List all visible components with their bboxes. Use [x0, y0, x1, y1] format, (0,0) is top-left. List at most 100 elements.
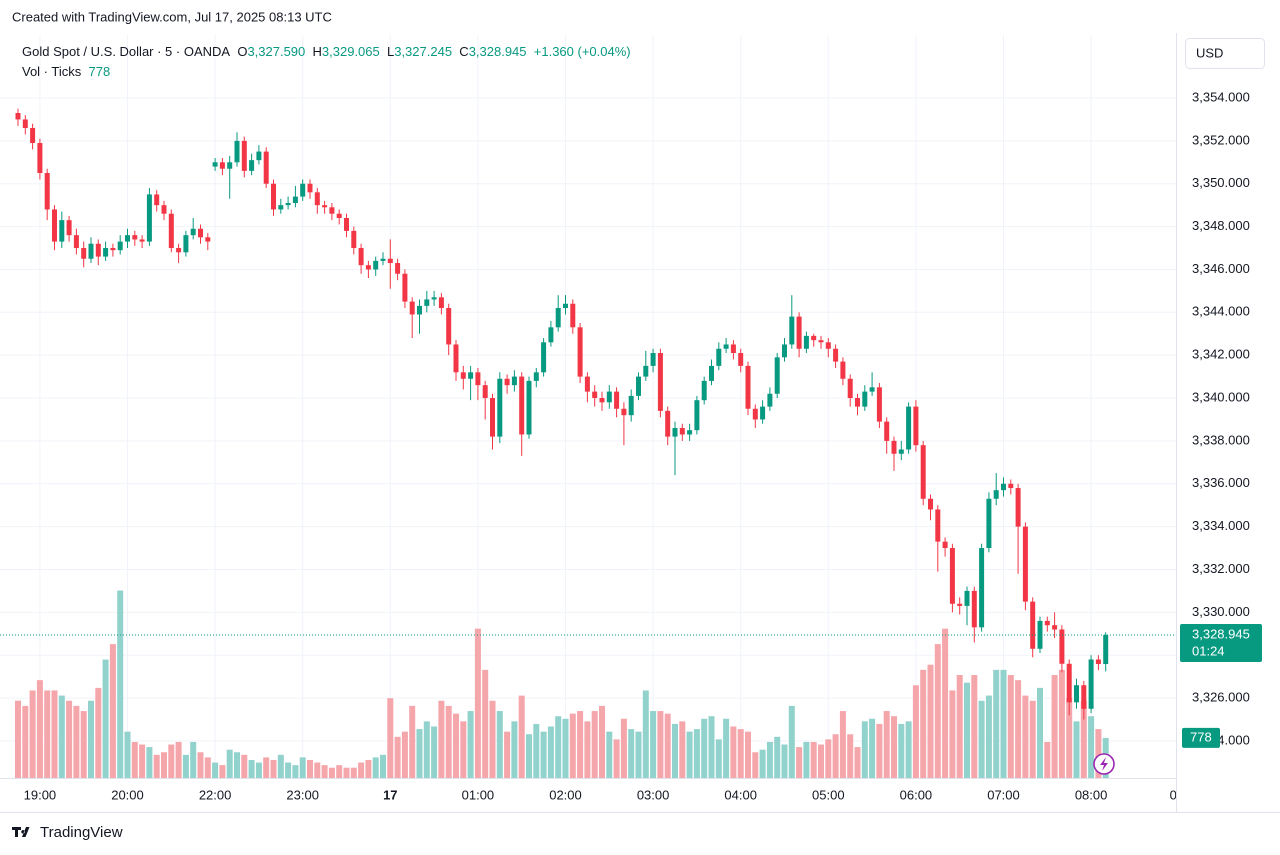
candle-body — [219, 162, 225, 169]
tag-layer: 3,328.945 01:24 778 — [1180, 623, 1262, 748]
volume-bar — [1080, 700, 1087, 778]
volume-bar — [584, 721, 591, 778]
volume-bar — [95, 687, 102, 778]
volume-bar — [423, 721, 430, 778]
candle-body — [1066, 663, 1072, 703]
candle-body — [446, 308, 452, 345]
volume-bar — [642, 690, 649, 778]
candle-body — [745, 365, 751, 409]
candle-body — [380, 258, 386, 261]
volume-bar — [358, 762, 365, 778]
volume-bar — [131, 741, 138, 778]
high-value: 3,329.065 — [321, 44, 380, 59]
x-tick-label: 23:00 — [286, 787, 319, 802]
candle-body — [344, 218, 349, 231]
candle-body — [292, 196, 298, 204]
volume-bar — [934, 644, 941, 778]
candle-body — [300, 183, 306, 197]
volume-bar — [212, 762, 219, 778]
volume-bar — [599, 705, 605, 778]
candle-body — [891, 440, 897, 454]
volume-bar — [540, 731, 547, 778]
candle-body — [1044, 620, 1050, 626]
volume-bar — [628, 729, 635, 778]
candle-body — [52, 209, 57, 242]
candle-body — [584, 376, 590, 392]
candle-body — [1008, 483, 1014, 489]
volume-bar — [394, 736, 401, 778]
candle-body — [716, 348, 722, 366]
volume-bar — [336, 765, 343, 778]
y-tick-label: 3,338.000 — [1192, 432, 1250, 447]
candle-body — [168, 213, 174, 249]
volume-bar — [920, 669, 927, 778]
x-tick-label: 20:00 — [111, 787, 144, 802]
volume-bar — [650, 711, 657, 778]
candle-body — [825, 342, 831, 349]
volume-bar — [810, 741, 817, 778]
volume-bar — [927, 664, 934, 778]
volume-bar — [58, 695, 65, 778]
time-axis: 19:00 20:00 22:00 23:00 17 01:00 02:00 03:00 04:… — [24, 787, 1188, 802]
volume-bar — [343, 767, 350, 778]
candle-body — [1088, 659, 1094, 709]
volume-bar — [80, 711, 87, 778]
volume-bar — [66, 700, 73, 778]
candle-body — [504, 378, 510, 386]
candle-body — [336, 213, 342, 219]
volume-bar — [1044, 741, 1051, 778]
candle-body — [1095, 659, 1101, 664]
volume-bar — [474, 628, 481, 778]
volume-bar — [1022, 695, 1029, 778]
candle-body — [563, 303, 568, 309]
volume-bar — [380, 754, 386, 778]
candle-body — [409, 301, 415, 315]
volume-bar — [1015, 680, 1022, 778]
candle-body — [672, 428, 678, 437]
volume-bar — [226, 749, 233, 778]
volume-bar — [241, 754, 248, 778]
candle-body — [993, 490, 999, 499]
candle-body — [278, 205, 284, 210]
currency-box[interactable] — [1185, 38, 1265, 69]
volume-bar — [270, 759, 277, 778]
volume-bar — [832, 734, 839, 778]
legend: Gold Spot / U.S. Dollar · 5 · OANDA O3,3… — [22, 42, 631, 82]
volume-bar — [693, 729, 700, 778]
legend-ohlc: Gold Spot / U.S. Dollar · 5 · OANDA O3,3… — [22, 42, 631, 62]
candle-body — [402, 273, 408, 302]
quick-action[interactable] — [1093, 753, 1115, 775]
volume-bar — [912, 685, 919, 778]
volume-bar — [73, 705, 80, 778]
candle-body — [533, 372, 539, 381]
volume-bar — [321, 765, 328, 778]
volume-bar — [730, 726, 737, 778]
candle-body — [44, 173, 50, 210]
candle-body — [650, 353, 656, 366]
volume-bar — [234, 752, 240, 778]
volume-bar — [504, 731, 511, 778]
volume-bar — [613, 739, 620, 778]
volume-value: 778 — [88, 64, 111, 79]
y-tick-label: 3,330.000 — [1192, 604, 1250, 619]
candle-body — [1052, 625, 1058, 630]
volume-bar — [861, 721, 868, 778]
y-tick-label: 3,326.000 — [1192, 690, 1250, 705]
volume-bar — [978, 700, 985, 778]
price-axis-bg — [1177, 33, 1280, 812]
candle-body — [898, 449, 904, 454]
candle-body — [767, 393, 773, 407]
volume-bar — [416, 729, 423, 778]
candle-body — [212, 162, 218, 167]
close-key: C — [459, 44, 469, 59]
candle-body — [636, 376, 641, 396]
volume-bar — [993, 669, 1000, 778]
y-tick-label: 3,354.000 — [1192, 89, 1250, 104]
x-tick-label: 01:00 — [462, 787, 495, 802]
volume-bar — [124, 731, 131, 778]
volume-bar — [876, 723, 883, 778]
volume-bar — [818, 744, 824, 778]
candle-body — [37, 143, 43, 174]
candle-body — [490, 398, 495, 437]
x-tick-label: 02:00 — [549, 787, 582, 802]
